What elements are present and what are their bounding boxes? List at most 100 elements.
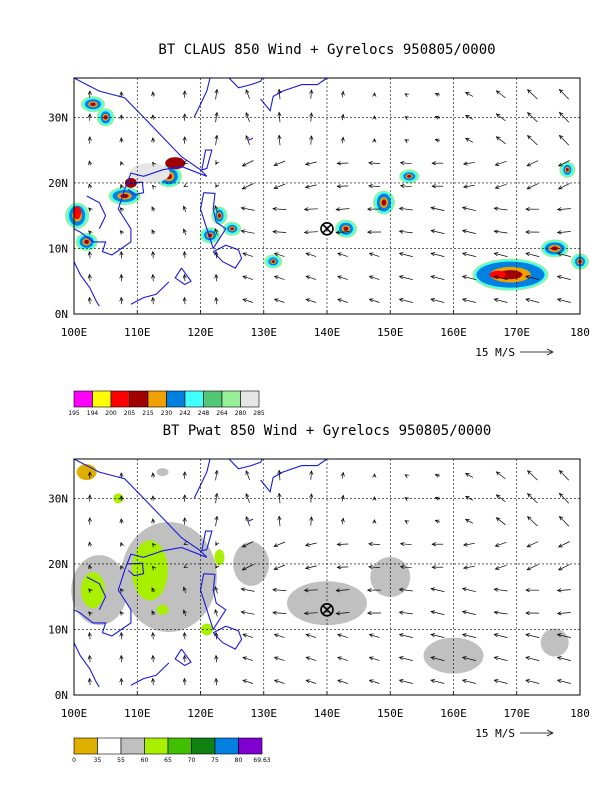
wind-vector-head (273, 298, 279, 303)
x-tick-label: 140E (314, 707, 341, 720)
y-tick-label: 30N (48, 492, 68, 505)
wind-vector-head (119, 631, 124, 637)
wind-vector (245, 135, 250, 145)
wind-vector (400, 185, 412, 188)
wind-vector-head (88, 183, 93, 188)
wind-vector-head (120, 160, 124, 166)
wind-vector (337, 252, 348, 257)
colorbar-swatch (147, 390, 167, 408)
wind-vector-head (398, 275, 404, 280)
colorbar-label: 75 (211, 757, 219, 764)
coastline (174, 648, 192, 667)
panel2-coastlines (73, 458, 328, 688)
wind-vector (152, 274, 154, 282)
panel1-plot: 100E 110E 120E 130E 140E 150E 160E 170E 180 0N10… (48, 77, 590, 417)
x-tick-label: 180 (570, 707, 590, 720)
wind-vector-head (430, 229, 436, 234)
wind-vector-head (273, 275, 279, 280)
wind-vector-head (240, 206, 246, 211)
wind-vector-head (273, 252, 279, 257)
wind-vector-head (214, 134, 219, 140)
wind-vector (527, 516, 538, 527)
wind-vector-head (461, 298, 467, 303)
wind-vector (306, 298, 317, 303)
wind-vector (369, 298, 380, 303)
wind-vector-head (215, 183, 220, 188)
wind-vector (559, 470, 570, 481)
wind-vector (399, 252, 413, 257)
wind-vector-head (463, 161, 468, 166)
wind-vector (494, 207, 508, 211)
wind-vector-head (525, 229, 530, 235)
wind-vector-head (461, 656, 467, 661)
wind-vector-head (557, 185, 563, 190)
wind-vector-head (399, 564, 405, 570)
wind-vector-head (398, 252, 404, 257)
wind-vector-head (119, 611, 125, 616)
wind-vector-head (214, 111, 219, 117)
wind-vector-head (182, 517, 187, 522)
wind-vector-head (119, 518, 124, 523)
panel1-ref-vector-arrow (520, 348, 554, 356)
wind-vector-head (430, 298, 436, 303)
wind-vector-head (525, 252, 530, 257)
wind-vector (278, 89, 281, 100)
wind-vector-head (340, 517, 345, 523)
wind-vector (278, 135, 281, 146)
wind-vector-head (305, 633, 311, 638)
wind-vector-head (309, 112, 314, 117)
wind-vector (431, 275, 445, 280)
wind-vector (462, 588, 476, 593)
wind-vector (215, 678, 217, 686)
wind-vector-head (309, 89, 314, 94)
coastline (260, 458, 328, 494)
wind-vector (462, 611, 476, 615)
wind-vector (558, 183, 570, 190)
wind-vector (245, 89, 250, 100)
wind-vector (89, 655, 91, 663)
wind-vector (274, 252, 285, 257)
wind-vector-head (495, 517, 501, 522)
wind-vector (273, 183, 286, 189)
wind-vector (278, 493, 281, 504)
wind-vector-head (151, 91, 156, 96)
panel2-y-ticks: 0N 10N 20N 30N (48, 492, 68, 702)
x-tick-label: 100E (61, 707, 88, 720)
wind-vector-head (151, 631, 156, 637)
wind-vector (494, 252, 508, 257)
wind-vector-head (151, 273, 156, 279)
wind-vector-head (461, 275, 467, 280)
colorbar-swatch (73, 390, 93, 408)
wind-vector (495, 183, 507, 189)
wind-vector (496, 471, 506, 480)
wind-vector (494, 611, 508, 615)
wind-vector-head (337, 275, 342, 280)
wind-vector (527, 470, 538, 481)
wind-vector-head (120, 541, 124, 547)
wind-vector-head (461, 633, 467, 638)
colorbar-swatch (184, 390, 204, 408)
colorbar-label: 215 (142, 410, 154, 417)
wind-vector (184, 678, 186, 686)
wind-vector-head (430, 679, 436, 684)
panel2-ref-vector-label: 15 M/S (475, 727, 515, 740)
wind-vector-head (242, 298, 248, 303)
wind-vector (337, 634, 348, 638)
wind-vector (337, 679, 348, 684)
wind-vector-head (368, 541, 373, 547)
wind-vector-head (372, 519, 377, 524)
wind-vector (526, 183, 539, 190)
wind-vector-head (214, 492, 219, 498)
wind-vector-head (273, 656, 279, 661)
wind-vector-head (493, 679, 499, 684)
wind-vector (152, 632, 154, 640)
wind-vector-head (88, 564, 93, 569)
cloud-shade-darkred (271, 260, 275, 263)
wind-vector (495, 541, 507, 547)
panel1-colorbar: 195 194 200 205 215 230 242 248 264 280 285 (68, 390, 265, 417)
wind-vector (557, 656, 571, 661)
wind-vector-head (461, 229, 467, 234)
wind-vector (272, 208, 287, 210)
wind-vector-head (368, 275, 374, 280)
wind-vector-head (526, 162, 532, 167)
